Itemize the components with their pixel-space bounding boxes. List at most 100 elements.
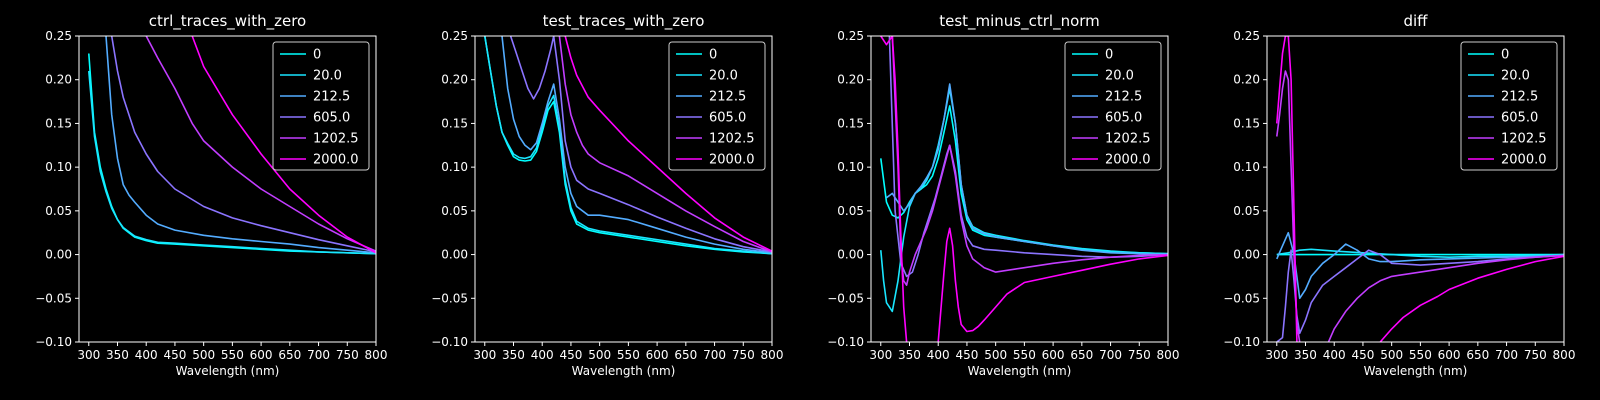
x-tick-label: 650 [1070, 348, 1093, 362]
x-tick-label: 400 [135, 348, 158, 362]
x-tick-label: 450 [163, 348, 186, 362]
series-group [484, 36, 772, 255]
y-tick-label: −0.10 [431, 335, 468, 349]
x-tick-label: 300 [1265, 348, 1288, 362]
legend-label: 2000.0 [313, 153, 359, 168]
legend-label: 605.0 [1501, 111, 1538, 126]
subplot-title: diff [1403, 12, 1428, 30]
legend-label: 20.0 [709, 69, 738, 84]
y-tick-label: 0.15 [45, 116, 72, 130]
series-line-1202.5 [145, 36, 376, 252]
x-tick-label: 750 [1524, 348, 1547, 362]
series-line-2000.0 [564, 36, 772, 252]
series-group [88, 36, 376, 255]
x-tick-label: 550 [1013, 348, 1036, 362]
x-tick-label: 700 [307, 348, 330, 362]
series-line-2000.0 [880, 36, 908, 342]
y-tick-label: 0.25 [45, 29, 72, 43]
y-tick-label: −0.05 [431, 291, 468, 305]
x-tick-label: 750 [1128, 348, 1151, 362]
subplot-1: ctrl_traces_with_zero 300 350 400 450 500 550 6… [35, 12, 387, 378]
legend: 0 20.0 212.5 605.0 1202.5 2000.0 [272, 41, 370, 171]
legend-label: 2000.0 [1105, 153, 1151, 168]
y-tick-label: −0.10 [1223, 335, 1260, 349]
legend: 0 20.0 212.5 605.0 1202.5 2000.0 [1460, 41, 1558, 171]
legend-label: 605.0 [1105, 111, 1142, 126]
y-tick-label: 0.15 [1233, 116, 1260, 130]
x-tick-label: 700 [703, 348, 726, 362]
x-tick-label: 350 [1294, 348, 1317, 362]
x-tick-label: 350 [898, 348, 921, 362]
x-tick-label: 500 [984, 348, 1007, 362]
legend-label: 0 [1501, 48, 1509, 63]
y-tick-label: 0.00 [837, 248, 864, 262]
y-tick-label: 0.20 [45, 73, 72, 87]
x-tick-label: 650 [674, 348, 697, 362]
series-line-2000.0 [937, 227, 1168, 342]
y-tick-label: 0.00 [441, 248, 468, 262]
series-line-0 [484, 36, 772, 255]
legend-label: 20.0 [1105, 69, 1134, 84]
x-tick-label: 550 [1409, 348, 1432, 362]
y-tick-label: 0.10 [1233, 160, 1260, 174]
x-tick-label: 500 [192, 348, 215, 362]
series-line-2000.0 [1276, 36, 1298, 342]
subplot-2: test_traces_with_zero 300 350 400 450 500 550 6… [431, 12, 783, 378]
x-tick-label: 450 [559, 348, 582, 362]
y-tick-label: 0.20 [837, 73, 864, 87]
legend-label: 212.5 [1501, 90, 1538, 105]
y-tick-label: 0.00 [45, 248, 72, 262]
x-tick-label: 400 [1323, 348, 1346, 362]
x-tick-label: 550 [617, 348, 640, 362]
y-tick-label: 0.05 [45, 204, 72, 218]
x-tick-label: 400 [927, 348, 950, 362]
x-tick-label: 350 [502, 348, 525, 362]
subplot-4: diff 300 350 400 450 500 550 600 650 700 750 800 −0.… [1223, 12, 1575, 378]
subplot-title: test_traces_with_zero [543, 12, 705, 31]
y-tick-label: 0.20 [441, 73, 468, 87]
subplot-title: test_minus_ctrl_norm [939, 12, 1100, 31]
legend-label: 20.0 [313, 69, 342, 84]
series-group [1276, 36, 1564, 342]
legend-label: 212.5 [313, 90, 350, 105]
x-tick-label: 600 [646, 348, 669, 362]
y-tick-label: −0.05 [1223, 291, 1260, 305]
y-tick-label: −0.10 [827, 335, 864, 349]
series-line-212.5 [886, 83, 1168, 256]
x-tick-label: 300 [473, 348, 496, 362]
x-tick-label: 800 [761, 348, 784, 362]
y-tick-label: 0.10 [45, 160, 72, 174]
x-tick-label: 750 [336, 348, 359, 362]
x-tick-label: 350 [106, 348, 129, 362]
legend-label: 0 [709, 48, 717, 63]
y-tick-label: 0.25 [1233, 29, 1260, 43]
y-tick-label: 0.20 [1233, 73, 1260, 87]
x-tick-label: 600 [1042, 348, 1065, 362]
legend-label: 212.5 [1105, 90, 1142, 105]
x-tick-label: 550 [221, 348, 244, 362]
x-tick-label: 700 [1099, 348, 1122, 362]
y-tick-label: 0.05 [441, 204, 468, 218]
axes-frame [474, 35, 773, 343]
legend-label: 212.5 [709, 90, 746, 105]
legend-label: 2000.0 [1501, 153, 1547, 168]
y-tick-label: 0.00 [1233, 248, 1260, 262]
x-tick-label: 800 [365, 348, 388, 362]
x-tick-label: 600 [250, 348, 273, 362]
y-tick-label: 0.10 [441, 160, 468, 174]
x-axis-label: Wavelength (nm) [176, 364, 280, 378]
legend-label: 0 [1105, 48, 1113, 63]
y-tick-label: 0.15 [441, 116, 468, 130]
series-line-212.5 [501, 36, 772, 254]
series-line-2000.0 [1379, 255, 1564, 342]
x-tick-label: 750 [732, 348, 755, 362]
axes-frame [1266, 35, 1565, 343]
series-line-605.0 [1276, 249, 1564, 342]
legend-label: 1202.5 [1501, 132, 1547, 147]
legend-label: 20.0 [1501, 69, 1530, 84]
x-tick-label: 650 [1466, 348, 1489, 362]
y-tick-label: 0.15 [837, 116, 864, 130]
legend-label: 605.0 [709, 111, 746, 126]
x-axis-label: Wavelength (nm) [572, 364, 676, 378]
